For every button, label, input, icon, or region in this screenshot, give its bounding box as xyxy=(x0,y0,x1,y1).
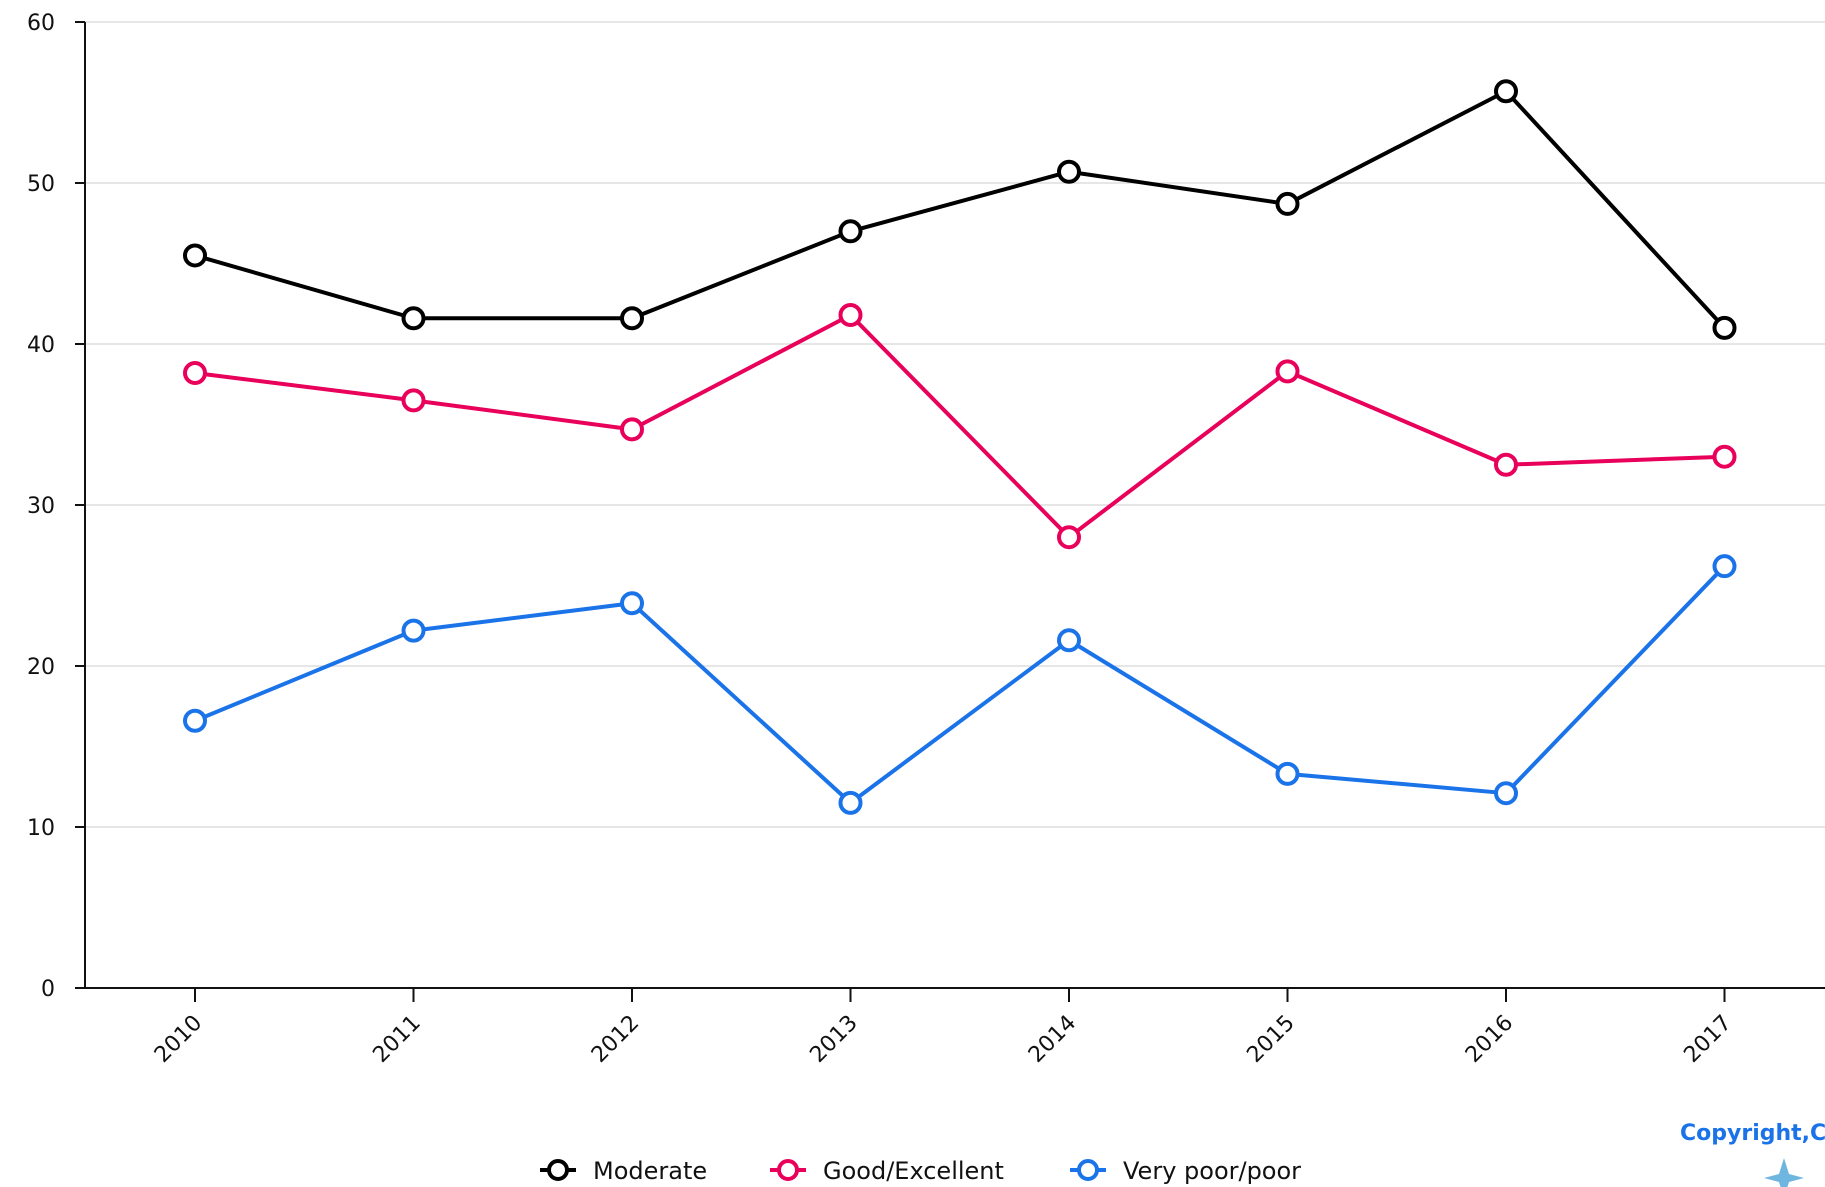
data-point xyxy=(1494,79,1518,104)
y-tick-label: 30 xyxy=(27,494,55,519)
watermark: Copyright,C xyxy=(1680,1121,1825,1187)
legend-label: Very poor/poor xyxy=(1123,1157,1301,1185)
data-point xyxy=(1712,315,1737,340)
x-tick-label: 2016 xyxy=(1461,1011,1518,1068)
x-tick-label: 2015 xyxy=(1242,1011,1299,1068)
x-tick-label: 2017 xyxy=(1679,1011,1736,1068)
data-point xyxy=(401,388,426,413)
legend-label: Good/Excellent xyxy=(823,1157,1004,1185)
legend-label: Moderate xyxy=(593,1157,707,1185)
data-point xyxy=(1057,628,1081,653)
data-point xyxy=(183,708,207,733)
data-point xyxy=(620,591,644,616)
data-point xyxy=(401,618,426,643)
compass-logo-icon xyxy=(1764,1158,1804,1187)
legend-swatch-marker xyxy=(1077,1159,1099,1181)
data-point xyxy=(401,306,426,331)
y-axis-ticks: 0 10 20 30 40 50 60 xyxy=(27,11,85,1002)
data-point xyxy=(838,790,863,815)
y-tick-label: 50 xyxy=(27,172,55,197)
y-tick-label: 10 xyxy=(27,816,55,841)
series-group xyxy=(183,79,1737,815)
data-point xyxy=(1275,359,1300,384)
x-tick-label: 2012 xyxy=(587,1011,644,1068)
y-tick-label: 40 xyxy=(27,333,55,358)
legend-swatch-marker xyxy=(547,1159,569,1181)
data-point xyxy=(838,303,863,328)
copyright-text: Copyright,C xyxy=(1680,1121,1825,1146)
x-tick-label: 2013 xyxy=(805,1011,862,1068)
data-point xyxy=(1712,554,1737,579)
y-tick-label: 60 xyxy=(27,11,55,36)
data-point xyxy=(183,360,207,385)
data-point xyxy=(838,219,863,244)
legend-swatch-marker xyxy=(777,1159,799,1181)
x-tick-label: 2010 xyxy=(150,1011,207,1068)
x-axis-ticks: 2010 2011 2012 2013 2014 2015 2016 2017 xyxy=(150,988,1737,1068)
data-point xyxy=(620,417,644,442)
data-point xyxy=(1057,159,1081,184)
data-point xyxy=(1494,781,1518,806)
x-tick-label: 2014 xyxy=(1024,1011,1081,1068)
legend: Moderate Good/Excellent Very poor/poor xyxy=(540,1157,1301,1185)
series-line-very-poor-poor xyxy=(194,564,1726,805)
series-line-moderate xyxy=(194,89,1726,330)
data-point xyxy=(620,306,644,331)
data-point xyxy=(1275,761,1300,786)
data-point xyxy=(1275,191,1300,216)
y-tick-label: 0 xyxy=(41,977,55,1002)
grid-lines xyxy=(85,21,1825,828)
x-tick-label: 2011 xyxy=(368,1011,425,1068)
data-point xyxy=(1057,525,1081,550)
data-point xyxy=(1712,444,1737,469)
series-line-good-excellent xyxy=(194,313,1725,540)
data-point xyxy=(1494,452,1518,477)
y-tick-label: 20 xyxy=(27,655,55,680)
data-point xyxy=(183,243,207,268)
